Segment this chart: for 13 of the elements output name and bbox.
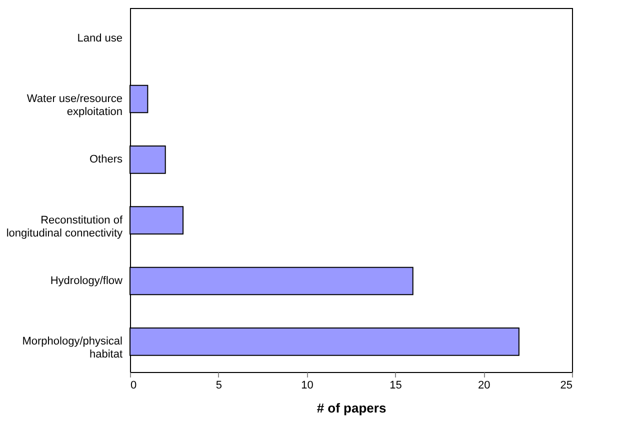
y-tick-label: Water use/resource exploitation [26,93,122,118]
x-tick-label: 15 [390,380,402,392]
x-tick-label: 0 [130,380,137,392]
y-tick-label: Reconstitution of longitudinal connectivity [6,214,124,240]
x-tick-label: 5 [216,380,222,392]
y-tick-label: Others [89,154,123,166]
x-tick-label: 25 [560,380,572,392]
x-axis-title: # of papers [316,400,386,416]
y-tick-label: Hydrology/flow [50,275,123,287]
x-tick-label: 10 [301,380,314,392]
x-tick-label: 20 [478,380,490,392]
y-tick-label: Morphology/physical habitat [22,336,122,361]
y-tick-label: Land use [77,32,122,44]
